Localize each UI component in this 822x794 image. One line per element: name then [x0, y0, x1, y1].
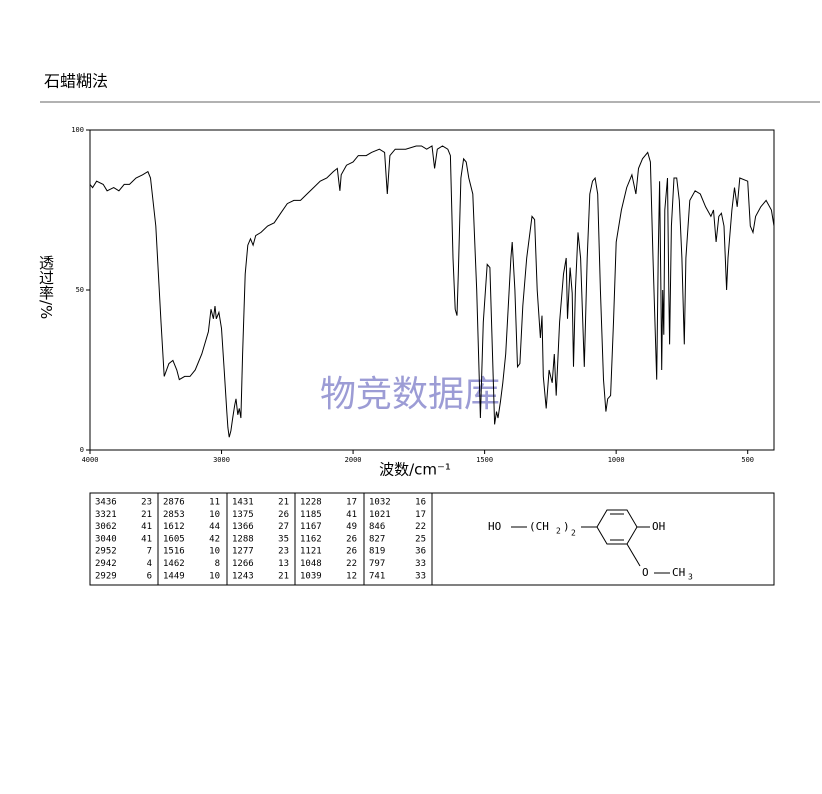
peak-wavenumber: 3436: [95, 498, 117, 508]
page-title: 石蜡糊法: [44, 72, 108, 91]
peak-wavenumber: 1449: [163, 571, 185, 581]
atom-label: 2: [571, 529, 576, 538]
atom-label: HO: [488, 520, 501, 533]
peak-transmittance: 33: [415, 571, 426, 581]
peak-wavenumber: 1266: [232, 559, 254, 569]
x-tick-label: 4000: [82, 456, 99, 464]
ring: [596, 509, 638, 545]
peak-wavenumber: 1612: [163, 522, 185, 532]
peak-transmittance: 26: [278, 510, 289, 520]
peak-wavenumber: 2876: [163, 498, 185, 508]
peak-wavenumber: 2929: [95, 571, 117, 581]
peak-transmittance: 17: [346, 498, 357, 508]
x-tick-label: 2000: [345, 456, 362, 464]
peak-wavenumber: 1228: [300, 498, 322, 508]
peak-wavenumber: 3040: [95, 534, 117, 544]
watermark: 物竞数据库: [320, 374, 500, 415]
x-tick-label: 1000: [608, 456, 625, 464]
y-axis-label: 透过率/%: [37, 255, 55, 320]
x-axis-label: 波数/cm⁻¹: [379, 461, 451, 479]
peak-wavenumber: 2853: [163, 510, 185, 520]
peak-transmittance: 25: [415, 534, 426, 544]
peak-transmittance: 27: [278, 522, 289, 532]
peak-transmittance: 17: [415, 510, 426, 520]
peak-transmittance: 22: [415, 522, 426, 532]
atom-label: O: [642, 566, 649, 579]
peak-transmittance: 41: [141, 522, 152, 532]
peak-wavenumber: 1431: [232, 498, 254, 508]
peak-transmittance: 49: [346, 522, 357, 532]
peak-transmittance: 36: [415, 547, 426, 557]
x-tick-label: 1500: [476, 456, 493, 464]
peak-transmittance: 21: [278, 571, 289, 581]
peak-wavenumber: 846: [369, 522, 385, 532]
peak-transmittance: 11: [209, 498, 220, 508]
atom-label: OH: [652, 520, 665, 533]
atom-label: (CH: [529, 520, 549, 533]
peak-transmittance: 33: [415, 559, 426, 569]
peak-transmittance: 21: [141, 510, 152, 520]
peak-wavenumber: 1032: [369, 498, 391, 508]
peak-transmittance: 16: [415, 498, 426, 508]
peak-wavenumber: 827: [369, 534, 385, 544]
peak-transmittance: 23: [141, 498, 152, 508]
peak-wavenumber: 1243: [232, 571, 254, 581]
peak-wavenumber: 1462: [163, 559, 185, 569]
peak-transmittance: 23: [278, 547, 289, 557]
peak-wavenumber: 1366: [232, 522, 254, 532]
peak-transmittance: 22: [346, 559, 357, 569]
y-tick-label: 0: [80, 446, 84, 454]
y-tick-label: 100: [71, 126, 84, 134]
peak-wavenumber: 1185: [300, 510, 322, 520]
peak-wavenumber: 819: [369, 547, 385, 557]
peak-transmittance: 4: [147, 559, 152, 569]
x-tick-label: 3000: [213, 456, 230, 464]
atom-label: ): [563, 520, 570, 533]
structure: [511, 509, 670, 574]
peak-transmittance: 42: [209, 534, 220, 544]
peak-transmittance: 41: [141, 534, 152, 544]
peak-wavenumber: 2942: [95, 559, 117, 569]
peak-transmittance: 44: [209, 522, 220, 532]
peak-wavenumber: 2952: [95, 547, 117, 557]
atom-label: CH: [672, 566, 685, 579]
peak-wavenumber: 1167: [300, 522, 322, 532]
peak-transmittance: 10: [209, 510, 220, 520]
peak-wavenumber: 3321: [95, 510, 117, 520]
peak-wavenumber: 1121: [300, 547, 322, 557]
peak-wavenumber: 1162: [300, 534, 322, 544]
peak-wavenumber: 3062: [95, 522, 117, 532]
peak-transmittance: 41: [346, 510, 357, 520]
peak-transmittance: 10: [209, 547, 220, 557]
peak-transmittance: 6: [147, 571, 152, 581]
x-tick-label: 500: [741, 456, 754, 464]
y-tick-label: 50: [76, 286, 84, 294]
peak-wavenumber: 1039: [300, 571, 322, 581]
peak-wavenumber: 741: [369, 571, 385, 581]
peak-transmittance: 35: [278, 534, 289, 544]
bond: [626, 543, 641, 567]
peak-transmittance: 10: [209, 571, 220, 581]
peak-wavenumber: 797: [369, 559, 385, 569]
peak-transmittance: 7: [147, 547, 152, 557]
peak-wavenumber: 1021: [369, 510, 391, 520]
peak-transmittance: 12: [346, 571, 357, 581]
peak-transmittance: 21: [278, 498, 289, 508]
peak-wavenumber: 1375: [232, 510, 254, 520]
spectrum-line: [89, 145, 775, 438]
peak-transmittance: 13: [278, 559, 289, 569]
peak-transmittance: 26: [346, 534, 357, 544]
peak-wavenumber: 1288: [232, 534, 254, 544]
peak-wavenumber: 1516: [163, 547, 185, 557]
atom-label: 3: [688, 573, 693, 582]
peak-transmittance: 26: [346, 547, 357, 557]
peak-wavenumber: 1605: [163, 534, 185, 544]
peak-wavenumber: 1277: [232, 547, 254, 557]
peak-transmittance: 8: [215, 559, 220, 569]
atom-label: 2: [556, 527, 561, 536]
peak-wavenumber: 1048: [300, 559, 322, 569]
